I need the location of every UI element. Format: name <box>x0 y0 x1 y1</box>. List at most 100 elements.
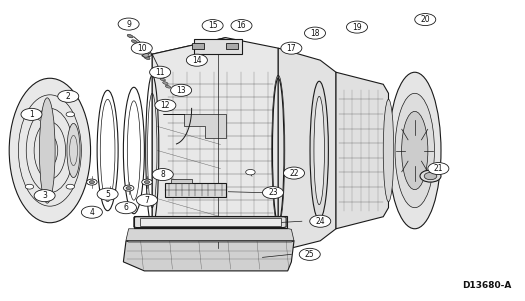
Circle shape <box>89 181 94 184</box>
Circle shape <box>81 206 102 218</box>
Ellipse shape <box>144 56 150 60</box>
Text: 20: 20 <box>421 15 430 24</box>
Circle shape <box>171 84 192 96</box>
Text: 7: 7 <box>144 196 150 205</box>
Circle shape <box>144 181 150 184</box>
Polygon shape <box>152 38 278 263</box>
Text: 2: 2 <box>66 92 71 101</box>
Text: 25: 25 <box>305 250 314 259</box>
Circle shape <box>21 108 42 120</box>
Text: 18: 18 <box>310 29 320 38</box>
Text: 16: 16 <box>237 21 246 30</box>
Circle shape <box>186 54 207 66</box>
Circle shape <box>281 42 302 54</box>
Circle shape <box>142 179 152 185</box>
Ellipse shape <box>135 45 142 49</box>
Circle shape <box>66 184 75 189</box>
Ellipse shape <box>310 81 329 220</box>
Ellipse shape <box>131 40 138 43</box>
Circle shape <box>284 167 304 179</box>
Text: D13680-A: D13680-A <box>463 281 512 290</box>
Ellipse shape <box>39 98 55 203</box>
Text: 8: 8 <box>160 170 165 179</box>
Polygon shape <box>126 241 294 242</box>
Circle shape <box>346 21 367 33</box>
Text: 13: 13 <box>176 86 186 95</box>
Circle shape <box>118 18 139 30</box>
Polygon shape <box>152 38 226 266</box>
Ellipse shape <box>388 72 441 229</box>
FancyBboxPatch shape <box>140 218 281 226</box>
Ellipse shape <box>163 82 168 85</box>
Circle shape <box>155 99 176 111</box>
Text: 4: 4 <box>89 208 94 217</box>
Circle shape <box>246 169 255 175</box>
Circle shape <box>428 163 449 175</box>
Polygon shape <box>134 217 286 228</box>
Text: 15: 15 <box>208 21 217 30</box>
Text: 23: 23 <box>268 188 278 197</box>
Circle shape <box>126 187 131 190</box>
Text: 3: 3 <box>42 191 47 200</box>
Ellipse shape <box>383 99 394 202</box>
Text: 24: 24 <box>316 217 325 226</box>
Circle shape <box>58 90 79 102</box>
Ellipse shape <box>158 74 163 77</box>
Circle shape <box>34 190 55 202</box>
Text: 12: 12 <box>161 101 170 110</box>
Circle shape <box>123 185 134 191</box>
Circle shape <box>424 172 437 180</box>
Circle shape <box>25 112 34 117</box>
Text: 21: 21 <box>434 164 443 173</box>
Text: 5: 5 <box>105 190 110 199</box>
Circle shape <box>304 27 326 39</box>
Polygon shape <box>163 114 226 138</box>
Polygon shape <box>336 72 388 229</box>
Text: 1: 1 <box>29 110 34 119</box>
Circle shape <box>164 106 172 111</box>
Circle shape <box>87 179 97 185</box>
Text: 17: 17 <box>287 44 296 53</box>
Ellipse shape <box>314 96 324 205</box>
Ellipse shape <box>395 93 435 208</box>
Circle shape <box>420 170 441 182</box>
Circle shape <box>108 191 113 194</box>
FancyBboxPatch shape <box>226 43 238 49</box>
FancyBboxPatch shape <box>165 183 226 197</box>
FancyBboxPatch shape <box>192 43 204 49</box>
Text: 22: 22 <box>289 169 299 178</box>
Circle shape <box>202 20 223 32</box>
Text: 10: 10 <box>137 44 146 53</box>
Ellipse shape <box>127 34 133 38</box>
Circle shape <box>66 112 75 117</box>
Text: 14: 14 <box>192 56 202 65</box>
Text: 11: 11 <box>155 68 165 77</box>
Polygon shape <box>126 229 294 241</box>
Polygon shape <box>194 39 242 54</box>
Polygon shape <box>123 241 294 271</box>
Ellipse shape <box>67 123 80 178</box>
Ellipse shape <box>140 51 146 54</box>
FancyBboxPatch shape <box>171 179 192 183</box>
Circle shape <box>136 194 158 206</box>
Polygon shape <box>278 48 336 251</box>
Circle shape <box>415 14 436 26</box>
Circle shape <box>152 169 173 181</box>
Ellipse shape <box>402 111 428 190</box>
Circle shape <box>116 202 136 214</box>
Circle shape <box>97 188 118 200</box>
Text: 6: 6 <box>123 203 129 212</box>
Circle shape <box>150 66 171 78</box>
Circle shape <box>262 187 284 199</box>
Circle shape <box>25 184 34 189</box>
Circle shape <box>310 215 331 227</box>
Ellipse shape <box>160 78 165 81</box>
Circle shape <box>231 20 252 32</box>
Text: 19: 19 <box>352 23 362 32</box>
Circle shape <box>143 54 149 57</box>
Circle shape <box>105 189 116 195</box>
Ellipse shape <box>9 78 90 223</box>
Ellipse shape <box>165 85 171 88</box>
Circle shape <box>131 42 152 54</box>
Text: 9: 9 <box>126 20 131 29</box>
